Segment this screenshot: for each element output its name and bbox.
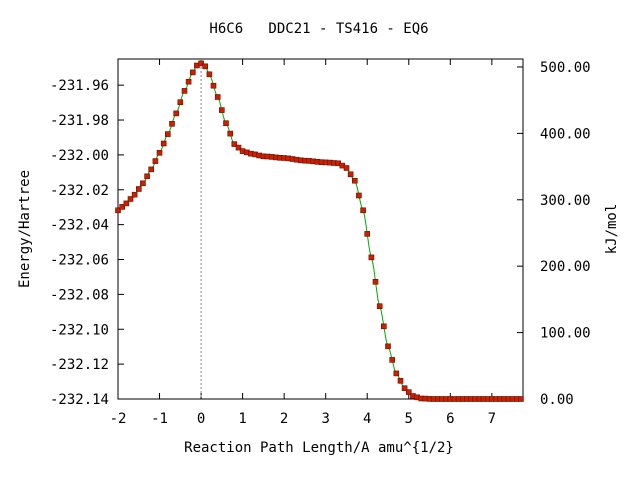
data-point	[351, 177, 358, 184]
x-tick-label: -1	[151, 411, 168, 427]
data-point	[115, 207, 121, 214]
data-point	[364, 231, 371, 237]
data-point	[144, 173, 150, 180]
data-point	[136, 186, 142, 192]
data-point	[198, 60, 204, 67]
data-point	[219, 107, 225, 113]
data-point	[152, 158, 159, 164]
data-point	[173, 110, 179, 117]
data-point	[206, 71, 213, 78]
x-tick-label: -2	[110, 411, 127, 427]
data-point	[210, 82, 217, 89]
data-point	[131, 191, 138, 198]
x-tick-label: 1	[238, 411, 246, 427]
data-point	[389, 357, 396, 363]
x-axis-label: Reaction Path Length/A amu^{1/2}	[184, 440, 454, 456]
y2-tick-label: 300.00	[540, 193, 591, 209]
data-point	[156, 150, 163, 156]
x-tick-label: 4	[363, 411, 371, 427]
data-point	[397, 377, 404, 384]
data-point	[405, 389, 412, 395]
x-tick-label: 2	[280, 411, 288, 427]
y-tick-label: -232.06	[50, 253, 109, 269]
data-point	[202, 63, 208, 70]
x-tick-label: 3	[321, 411, 329, 427]
data-point	[376, 303, 383, 310]
data-point	[140, 180, 146, 187]
data-point	[165, 131, 171, 137]
data-point	[169, 121, 175, 127]
data-point	[356, 192, 362, 199]
y-tick-label: -232.14	[50, 392, 109, 408]
data-point	[401, 385, 408, 392]
data-point	[214, 94, 221, 100]
data-point	[160, 140, 167, 147]
y-tick-label: -231.98	[50, 113, 109, 129]
x-tick-label: 0	[197, 411, 205, 427]
data-point	[372, 278, 379, 285]
data-point	[235, 144, 242, 151]
y2-tick-label: 0.00	[540, 392, 574, 408]
x-tick-label: 6	[446, 411, 454, 427]
data-point	[148, 166, 154, 173]
data-point	[227, 130, 233, 137]
chart-title: H6C6 DDC21 - TS416 - EQ6	[209, 21, 428, 37]
y2-tick-label: 400.00	[540, 126, 591, 142]
data-point	[127, 196, 134, 202]
y2-axis-label: kJ/mol	[604, 204, 620, 255]
y-tick-label: -232.12	[50, 357, 109, 373]
data-point	[518, 396, 524, 402]
y-tick-label: -232.10	[50, 322, 109, 338]
x-tick-label: 5	[405, 411, 413, 427]
x-tick-label: 7	[488, 411, 496, 427]
data-point	[123, 200, 130, 207]
y2-tick-label: 100.00	[540, 326, 591, 342]
data-point	[380, 323, 387, 330]
y-tick-label: -232.08	[50, 287, 109, 303]
data-point	[223, 120, 229, 126]
data-point	[119, 204, 125, 210]
data-point	[385, 343, 391, 350]
y-axis-label: Energy/Hartree	[17, 170, 33, 288]
y-tick-label: -232.02	[50, 183, 109, 199]
data-point	[177, 99, 184, 105]
data-point	[360, 207, 366, 214]
y-tick-label: -232.04	[50, 218, 109, 234]
data-point	[231, 141, 238, 147]
data-point	[343, 165, 350, 171]
y-tick-label: -231.96	[50, 78, 109, 94]
data-point	[347, 171, 354, 178]
y2-tick-label: 200.00	[540, 259, 591, 275]
y-tick-label: -232.00	[50, 148, 109, 164]
y2-tick-label: 500.00	[540, 60, 591, 76]
data-point	[181, 88, 188, 94]
data-point	[368, 254, 375, 261]
data-point	[190, 69, 196, 76]
data-point	[393, 370, 400, 377]
plot-frame	[117, 58, 524, 400]
data-point	[185, 78, 192, 85]
